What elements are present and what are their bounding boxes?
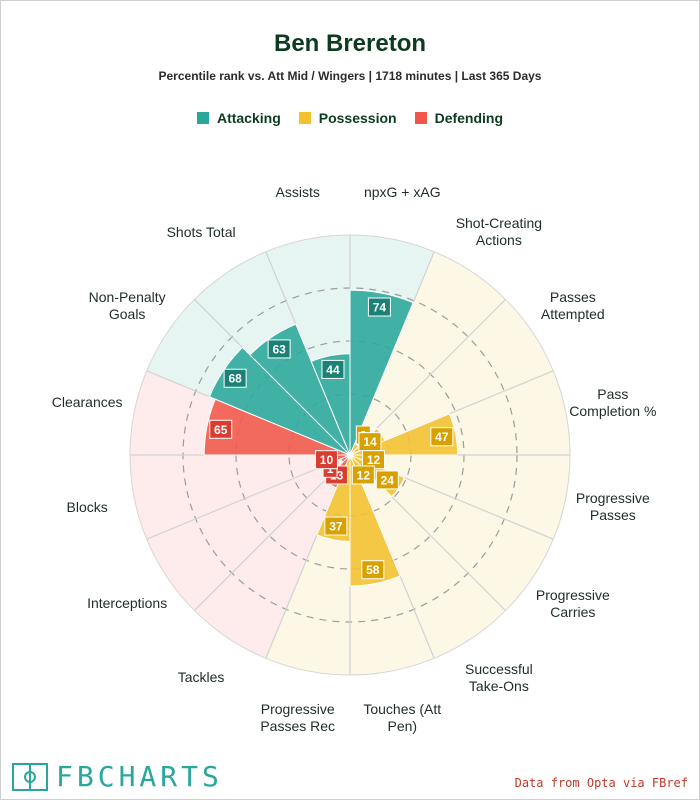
category-label: Assists bbox=[223, 184, 373, 201]
category-label: Progressive Carries bbox=[498, 587, 648, 621]
value-label-box bbox=[430, 427, 454, 447]
category-label-line: Pass bbox=[597, 385, 629, 402]
category-label-line: Passes bbox=[589, 507, 636, 524]
category-label: Tackles bbox=[126, 669, 276, 686]
value-bar bbox=[349, 289, 414, 456]
background-sector bbox=[350, 455, 554, 611]
category-label-line: Carries bbox=[550, 603, 596, 620]
category-label-line: Progressive bbox=[260, 700, 335, 717]
category-label: Passes Attempted bbox=[498, 289, 648, 323]
legend-swatch-possession bbox=[298, 112, 311, 124]
category-label: Progressive Passes Rec bbox=[223, 701, 373, 735]
category-label: Touches (Att Pen) bbox=[327, 701, 477, 735]
background-sector bbox=[350, 455, 570, 540]
category-label-line: Non-Penalty bbox=[88, 289, 166, 306]
legend-item-attacking: Attacking bbox=[196, 110, 281, 126]
category-label-line: Progressive bbox=[575, 490, 650, 507]
category-label: Shots Total bbox=[126, 224, 276, 241]
category-label-line: Shot-Creating bbox=[455, 215, 543, 232]
value-label-box bbox=[351, 465, 375, 485]
outer-ring bbox=[129, 234, 571, 676]
value-label: 47 bbox=[435, 430, 449, 444]
value-label: 74 bbox=[373, 301, 387, 315]
legend-swatch-attacking bbox=[196, 112, 209, 124]
background-sector bbox=[130, 455, 350, 540]
category-label-line: npxG + xAG bbox=[363, 183, 441, 200]
value-label: 37 bbox=[329, 520, 343, 534]
legend: Attacking Possession Defending bbox=[0, 110, 700, 126]
value-label: 14 bbox=[363, 435, 377, 449]
category-label-line: Shots Total bbox=[166, 223, 236, 240]
value-label-box bbox=[209, 419, 233, 439]
legend-label-defending: Defending bbox=[434, 110, 504, 126]
value-label: 44 bbox=[326, 363, 340, 377]
value-bar bbox=[349, 454, 401, 587]
category-label: Non-Penalty Goals bbox=[52, 289, 202, 323]
background-sector bbox=[194, 455, 350, 659]
value-label-box bbox=[361, 560, 385, 580]
category-label-line: Pen) bbox=[387, 717, 418, 734]
category-label-line: Attempted bbox=[540, 306, 605, 323]
category-label: Progressive Passes bbox=[538, 490, 688, 524]
pitch-icon bbox=[12, 762, 48, 791]
background-sector bbox=[350, 299, 554, 455]
value-label: 12 bbox=[367, 453, 381, 467]
value-bar bbox=[310, 353, 351, 456]
value-label: 65 bbox=[214, 423, 228, 437]
category-label-line: Assists bbox=[275, 183, 320, 200]
value-label-box bbox=[367, 297, 391, 317]
category-label-line: Successful bbox=[465, 660, 533, 677]
category-label-line: Actions bbox=[475, 232, 522, 249]
category-label-line: Passes Rec bbox=[260, 717, 336, 734]
value-label: 68 bbox=[228, 372, 242, 386]
spoke-line bbox=[194, 454, 351, 611]
category-label: Clearances bbox=[12, 394, 162, 411]
legend-swatch-defending bbox=[414, 112, 427, 124]
category-label: Interceptions bbox=[52, 595, 202, 612]
value-label: 63 bbox=[272, 342, 286, 356]
legend-item-possession: Possession bbox=[298, 110, 397, 126]
value-label-box bbox=[267, 339, 291, 359]
value-label-box bbox=[321, 359, 345, 379]
category-label-line: Goals bbox=[108, 306, 146, 323]
background-sector bbox=[146, 455, 350, 611]
value-label-box bbox=[375, 470, 399, 490]
source-note: Data from Opta via FBref bbox=[514, 776, 688, 790]
category-label-line: Passes bbox=[549, 289, 596, 306]
value-label: 24 bbox=[381, 473, 395, 487]
category-label: npxG + xAG bbox=[327, 184, 477, 201]
category-label-line: Interceptions bbox=[87, 595, 168, 612]
background-sector bbox=[350, 251, 506, 455]
category-label: Blocks bbox=[12, 499, 162, 516]
category-label-line: Completion % bbox=[569, 402, 657, 419]
background-sector bbox=[350, 455, 506, 659]
value-label-box bbox=[324, 516, 348, 536]
category-label-line: Touches (Att bbox=[363, 700, 442, 717]
value-label-box bbox=[314, 450, 338, 470]
category-label-line: Blocks bbox=[66, 498, 108, 515]
chart-title: Ben Brereton bbox=[273, 30, 427, 57]
category-label-line: Progressive bbox=[535, 586, 610, 603]
legend-label-possession: Possession bbox=[318, 110, 397, 126]
category-label-line: Clearances bbox=[51, 394, 123, 411]
value-label-box bbox=[223, 368, 247, 388]
value-label: 10 bbox=[320, 453, 334, 467]
chart-subtitle: Percentile rank vs. Att Mid / Wingers | … bbox=[158, 69, 542, 83]
category-label-line: Tackles bbox=[177, 669, 225, 686]
legend-item-defending: Defending bbox=[414, 110, 504, 126]
category-label: Pass Completion % bbox=[538, 386, 688, 420]
brand-logo: FBCHARTS bbox=[12, 760, 223, 793]
value-label: 12 bbox=[357, 468, 371, 482]
brand-name: FBCHARTS bbox=[56, 760, 223, 793]
category-label: Successful Take-Ons bbox=[424, 661, 574, 695]
category-label: Shot-Creating Actions bbox=[424, 215, 574, 249]
category-label-line: Take-Ons bbox=[468, 677, 529, 694]
value-label: 58 bbox=[366, 563, 380, 577]
legend-label-attacking: Attacking bbox=[216, 110, 281, 126]
